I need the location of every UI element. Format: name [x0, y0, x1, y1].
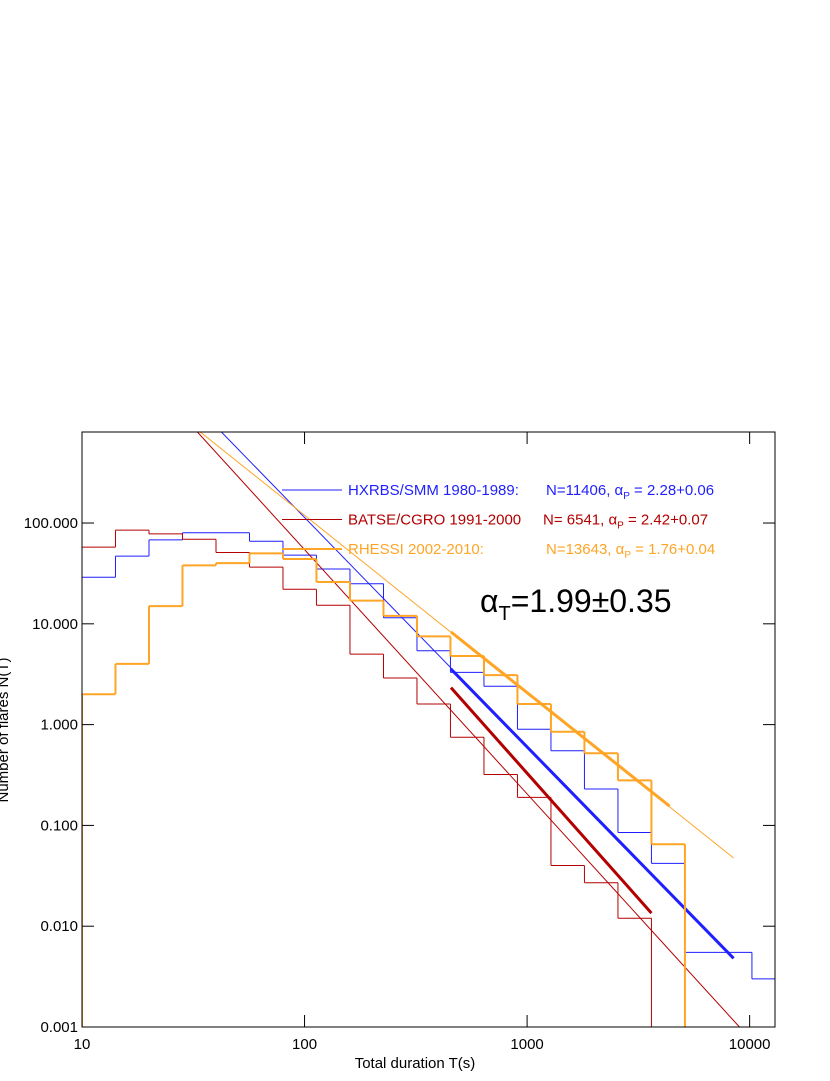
x-tick-label: 100 [292, 1036, 317, 1053]
stat-text: N=11406, α [546, 482, 624, 499]
x-tick-label: 10000 [729, 1036, 771, 1053]
stat-text: N= 6541, α [543, 512, 617, 529]
y-tick-label: 100.000 [24, 515, 78, 532]
annotation-text: =1.99±0.35 [511, 583, 672, 619]
annotation-subscript: T [499, 603, 511, 625]
y-axis-label: Number of flares N(T) [0, 657, 12, 802]
axis-frame [81, 431, 776, 1028]
stat-subscript: P [624, 550, 631, 561]
legend-stat: N=11406, αP = 2.28+0.06 [546, 482, 714, 502]
y-tick-label: 0.100 [40, 817, 78, 834]
stat-text: = 2.28+0.06 [630, 482, 714, 499]
plot-area [82, 432, 775, 1027]
x-axis-label: Total duration T(s) [355, 1055, 476, 1072]
legend-stat: N= 6541, αP = 2.42+0.07 [543, 512, 708, 532]
y-tick-label: 0.010 [40, 918, 78, 935]
legend-label: RHESSI 2002-2010: [348, 541, 484, 558]
annotation: αT=1.99±0.35 [480, 583, 672, 625]
x-tick-label: 10 [74, 1036, 91, 1053]
legend-label: BATSE/CGRO 1991-2000 [348, 512, 521, 529]
fit-line [197, 432, 740, 1027]
stat-text: = 2.42+0.07 [624, 512, 708, 529]
y-tick-label: 10.000 [32, 616, 78, 633]
annotation-text: α [480, 583, 499, 619]
legend-stat: N=13643, αP = 1.76+0.04 [546, 541, 715, 561]
x-tick-label: 1000 [510, 1036, 543, 1053]
stat-subscript: P [617, 521, 624, 532]
fit-segment [449, 667, 735, 960]
stat-text: N=13643, α [546, 541, 625, 558]
stat-subscript: P [623, 491, 630, 502]
legend-label: HXRBS/SMM 1980-1989: [348, 482, 519, 499]
y-tick-label: 1.000 [40, 717, 78, 734]
y-tick-label: 0.001 [40, 1019, 78, 1036]
stat-text: = 1.76+0.04 [631, 541, 715, 558]
fit-segment [450, 630, 671, 808]
